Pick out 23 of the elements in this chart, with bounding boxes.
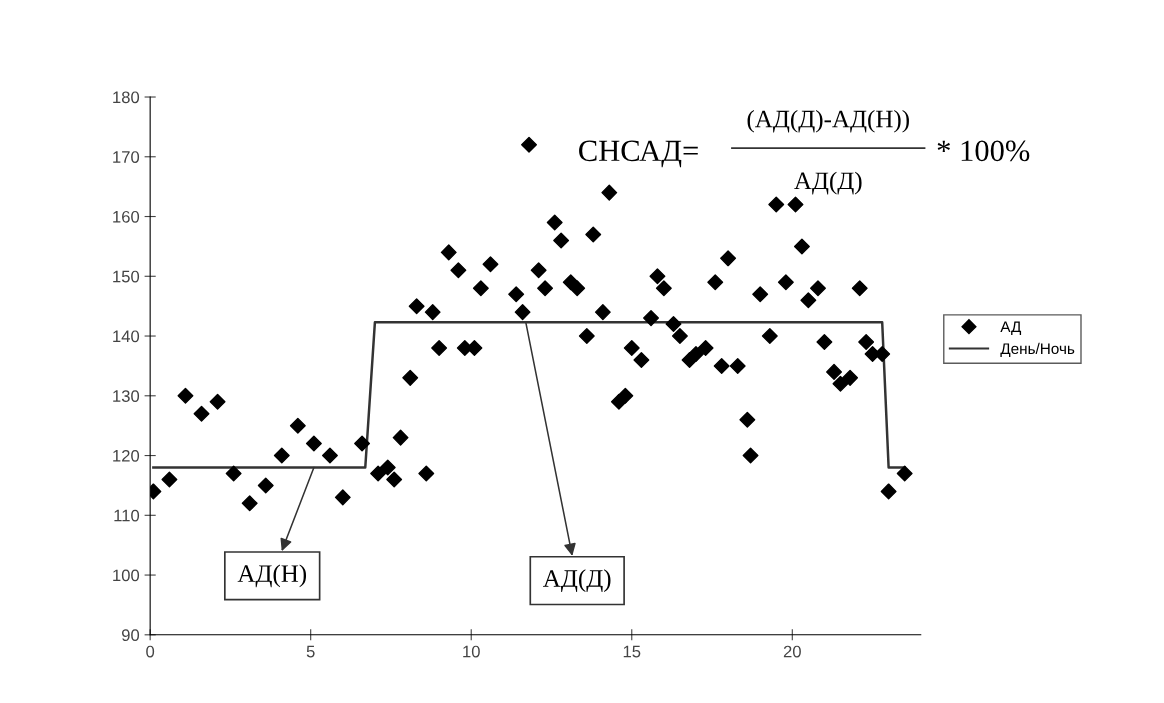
- annotation: АД(Д): [543, 569, 611, 592]
- annotation: АД(Н): [237, 564, 307, 588]
- x-tick-label: 5: [306, 645, 315, 658]
- y-tick-label: 170: [113, 151, 140, 163]
- x-tick-label: 20: [783, 645, 801, 658]
- y-tick-label: 90: [121, 629, 140, 642]
- x-tick-label: 0: [146, 645, 155, 658]
- x-tick-label: 15: [623, 645, 641, 658]
- y-tick-label: 120: [113, 449, 140, 462]
- y-tick-label: 180: [113, 91, 140, 104]
- y-tick-label: 130: [113, 390, 140, 402]
- y-tick-label: 140: [113, 330, 140, 343]
- annotation: СНСАД=: [579, 140, 698, 168]
- y-tick-label: 160: [113, 210, 140, 223]
- x-tick-label: 10: [463, 645, 480, 658]
- text: * 100%: [937, 140, 1030, 162]
- y-tick-label: 100: [113, 569, 140, 582]
- y-tick-label: 110: [114, 509, 140, 522]
- legend-label: АД: [1000, 321, 1022, 336]
- annotation: АД(Д): [794, 171, 862, 195]
- legend-label: День/Ночь: [1000, 342, 1075, 357]
- y-tick-label: 150: [113, 270, 140, 283]
- annotation: (АД(Д)-АД(Н)): [747, 109, 909, 133]
